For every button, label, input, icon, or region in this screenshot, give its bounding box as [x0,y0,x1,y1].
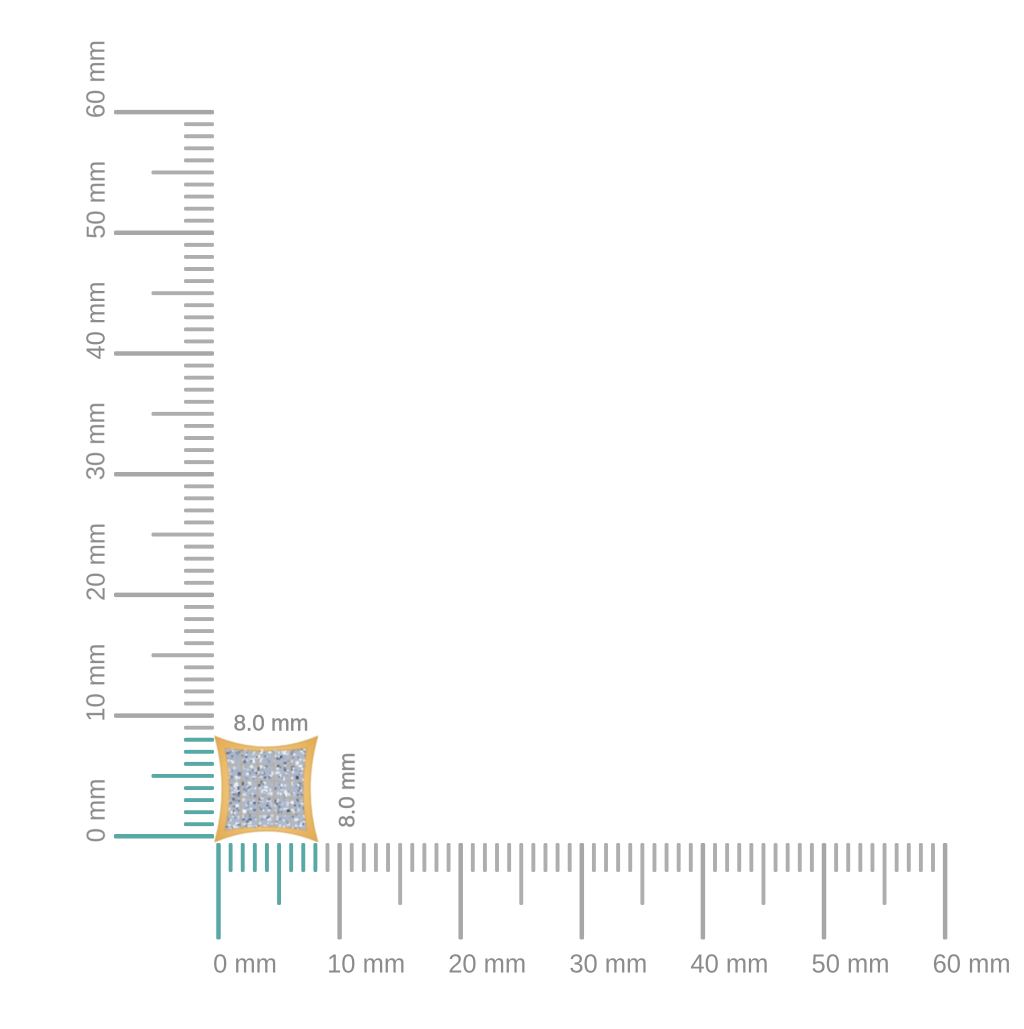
svg-text:60 mm: 60 mm [83,40,111,118]
svg-text:8.0 mm: 8.0 mm [234,711,309,736]
svg-text:0 mm: 0 mm [213,951,277,979]
svg-text:30 mm: 30 mm [569,951,647,979]
svg-text:40 mm: 40 mm [83,282,111,360]
svg-text:30 mm: 30 mm [83,402,111,480]
svg-text:60 mm: 60 mm [933,951,1011,979]
svg-text:20 mm: 20 mm [83,523,111,601]
svg-text:50 mm: 50 mm [83,161,111,239]
svg-text:20 mm: 20 mm [448,951,526,979]
svg-text:10 mm: 10 mm [327,951,405,979]
svg-text:10 mm: 10 mm [83,644,111,722]
svg-text:40 mm: 40 mm [690,951,768,979]
svg-text:50 mm: 50 mm [812,951,890,979]
svg-text:8.0 mm: 8.0 mm [335,753,360,828]
svg-text:0 mm: 0 mm [83,779,111,843]
